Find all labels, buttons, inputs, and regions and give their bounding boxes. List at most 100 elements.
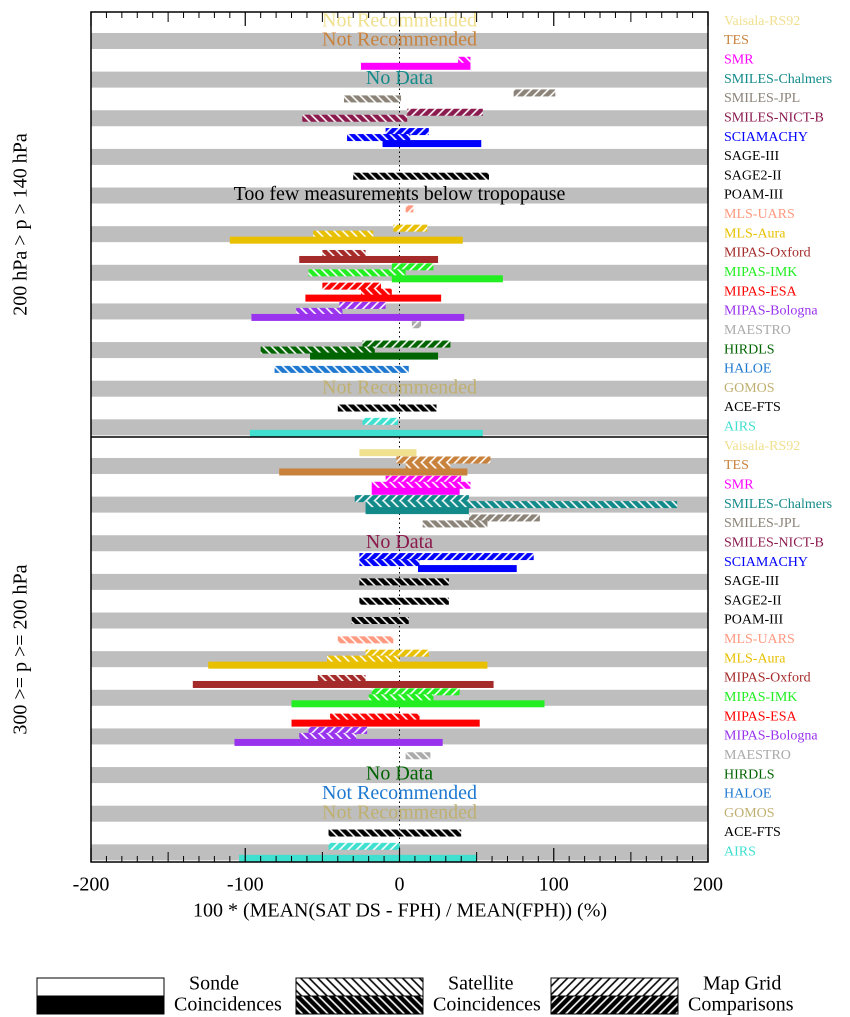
- satellite-bar: [359, 559, 420, 567]
- legend-label: Satellite: [448, 973, 514, 995]
- legend-label: Comparisons: [688, 994, 794, 1016]
- instrument-label: HALOE: [724, 787, 771, 802]
- mapgrid-bar: [354, 495, 469, 503]
- instrument-label: POAM-III: [724, 613, 783, 628]
- legend-swatch: [295, 995, 424, 1015]
- instrument-label: MAESTRO: [724, 748, 791, 763]
- instrument-label: AIRS: [724, 845, 756, 860]
- satellite-bar: [371, 481, 471, 489]
- x-axis-label: 100 * (MEAN(SAT DS - FPH) / MEAN(FPH)) (…: [193, 900, 607, 922]
- satellite-bar: [343, 95, 402, 103]
- instrument-label: SAGE2-II: [724, 593, 782, 608]
- instrument-label: SMILES-JPL: [724, 91, 800, 106]
- instrument-label: MAESTRO: [724, 323, 791, 338]
- satellite-bar: [274, 365, 409, 373]
- note: Not Recommended: [322, 801, 477, 823]
- satellite-bar: [365, 501, 678, 509]
- sonde-bar: [249, 429, 483, 437]
- legend-label: Coincidences: [174, 994, 282, 1016]
- satellite-bar: [299, 732, 357, 740]
- satellite-bar: [360, 288, 392, 296]
- instrument-label: SMR: [724, 53, 754, 68]
- note: No Data: [366, 763, 433, 785]
- satellite-bar: [328, 829, 462, 837]
- satellite-bar: [308, 269, 406, 277]
- mapgrid-bar: [359, 553, 534, 561]
- instrument-label: SMILES-NICT-B: [724, 110, 824, 125]
- mapgrid-bar: [385, 128, 429, 136]
- sonde-bar: [234, 738, 443, 746]
- satellite-bar: [337, 404, 437, 412]
- instrument-label: SAGE2-II: [724, 168, 782, 183]
- instrument-label: SMILES-NICT-B: [724, 535, 824, 550]
- legend-swatch: [295, 977, 424, 997]
- mapgrid-bar: [362, 340, 451, 348]
- instrument-label: HIRDLS: [724, 767, 775, 782]
- instrument-label: MIPAS-Oxford: [724, 671, 811, 686]
- instrument-label: MIPAS-ESA: [724, 284, 798, 299]
- satellite-bar: [359, 578, 449, 586]
- sonde-bar: [365, 507, 469, 515]
- instrument-label: SMR: [724, 478, 754, 493]
- instrument-label: TES: [724, 33, 749, 48]
- mapgrid-bar: [396, 456, 491, 464]
- instrument-label: HALOE: [724, 362, 771, 377]
- legend-swatch: [550, 995, 679, 1015]
- instrument-label: POAM-III: [724, 188, 783, 203]
- sonde-bar: [239, 854, 477, 862]
- panel-label: 300 >= p >= 200 hPa: [10, 564, 32, 734]
- sonde-bar: [310, 352, 439, 360]
- instrument-label: MLS-Aura: [724, 226, 786, 241]
- instrument-label: ACE-FTS: [724, 400, 781, 415]
- sonde-bar: [251, 313, 465, 321]
- x-tick-label: -100: [227, 874, 264, 896]
- note: Not Recommended: [322, 376, 477, 398]
- instrument-label: SMILES-JPL: [724, 516, 800, 531]
- satellite-bar: [337, 636, 394, 644]
- satellite-bar: [359, 597, 449, 605]
- satellite-bar: [422, 520, 488, 528]
- instrument-label: SMILES-Chalmers: [724, 497, 832, 512]
- satellite-bar: [327, 655, 400, 663]
- mapgrid-bar: [411, 321, 422, 329]
- mapgrid-bar: [328, 842, 400, 850]
- satellite-bar: [351, 617, 409, 625]
- x-tick-label: 0: [395, 874, 405, 896]
- sonde-bar: [192, 680, 494, 688]
- satellite-bar: [368, 694, 434, 702]
- sonde-bar: [305, 294, 442, 302]
- mapgrid-bar: [365, 649, 429, 657]
- row-band: [91, 535, 708, 552]
- sonde-bar: [279, 468, 468, 476]
- instrument-label: MIPAS-IMK: [724, 690, 797, 705]
- instrument-label: GOMOS: [724, 381, 775, 396]
- sonde-bar: [382, 140, 482, 148]
- mapgrid-bar: [339, 301, 386, 309]
- satellite-bar: [405, 462, 451, 470]
- instrument-label: SAGE-III: [724, 149, 780, 164]
- satellite-bar: [330, 713, 420, 721]
- row-band: [91, 380, 708, 397]
- satellite-bar: [347, 134, 411, 142]
- sonde-bar: [391, 275, 503, 283]
- instrument-label: MIPAS-ESA: [724, 709, 798, 724]
- mapgrid-bar: [393, 224, 428, 232]
- satellite-bar: [296, 307, 343, 315]
- legend-swatch: [36, 977, 165, 997]
- sonde-bar: [360, 62, 471, 70]
- row-band: [91, 32, 708, 49]
- mapgrid-bar: [468, 514, 540, 522]
- sonde-bar: [371, 487, 460, 495]
- instrument-label: SCIAMACHY: [724, 130, 808, 145]
- x-tick-label: -200: [73, 874, 110, 896]
- instrument-label: GOMOS: [724, 806, 775, 821]
- row-band: [91, 457, 708, 474]
- satellite-bar: [260, 346, 375, 354]
- mapgrid-bar: [405, 205, 414, 213]
- row-band: [91, 805, 708, 822]
- instrument-label: MIPAS-Bologna: [724, 304, 818, 319]
- sonde-bar: [359, 449, 417, 457]
- mapgrid-bar: [308, 726, 368, 734]
- satellite-bar: [313, 230, 374, 238]
